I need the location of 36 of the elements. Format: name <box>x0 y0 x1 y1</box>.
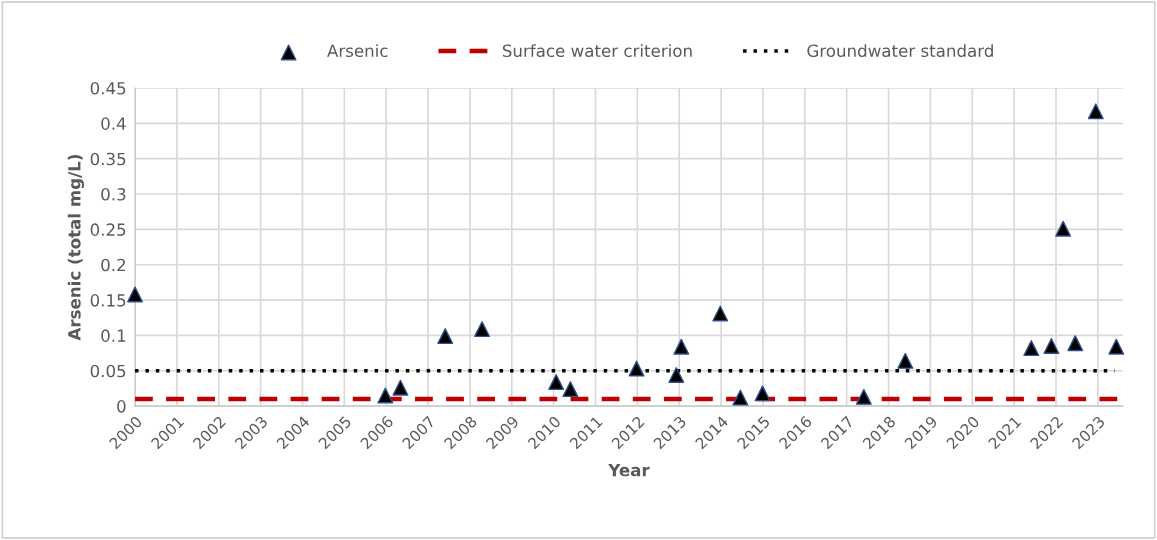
y-tick-label: 0.3 <box>101 188 126 201</box>
point <box>1087 103 1104 120</box>
point <box>1043 338 1060 354</box>
point <box>732 389 749 406</box>
point <box>668 367 685 383</box>
y-tick-label: 0 <box>117 400 126 413</box>
point <box>377 387 394 404</box>
point <box>562 381 579 398</box>
y-tick-label: 0.15 <box>90 294 126 307</box>
point <box>548 374 565 391</box>
point <box>855 388 872 405</box>
point <box>897 352 914 369</box>
legend-label: Surface water criterion <box>502 44 692 58</box>
point <box>754 385 771 402</box>
y-tick-label: 0.25 <box>90 223 126 236</box>
x-axis-title: Year <box>608 463 650 477</box>
point <box>1067 335 1084 352</box>
point <box>712 305 729 322</box>
y-tick-label: 0.1 <box>101 329 126 342</box>
legend-label: Groundwater standard <box>807 44 993 58</box>
point <box>1023 340 1040 357</box>
y-tick-label: 0.45 <box>90 81 126 95</box>
y-axis-title: Arsenic (total mg/L) <box>67 154 85 341</box>
point <box>127 286 144 303</box>
y-tick-label: 0.05 <box>90 364 126 378</box>
y-tick-label: 0.2 <box>101 258 126 272</box>
point <box>1055 220 1072 237</box>
point <box>628 360 645 377</box>
legend-label: Arsenic <box>327 44 388 58</box>
point <box>1108 338 1125 355</box>
point <box>437 328 454 345</box>
y-tick-label: 0.4 <box>101 117 126 130</box>
point <box>673 338 690 355</box>
point <box>392 379 409 396</box>
y-tick-label: 0.35 <box>90 152 126 166</box>
point <box>474 321 491 338</box>
